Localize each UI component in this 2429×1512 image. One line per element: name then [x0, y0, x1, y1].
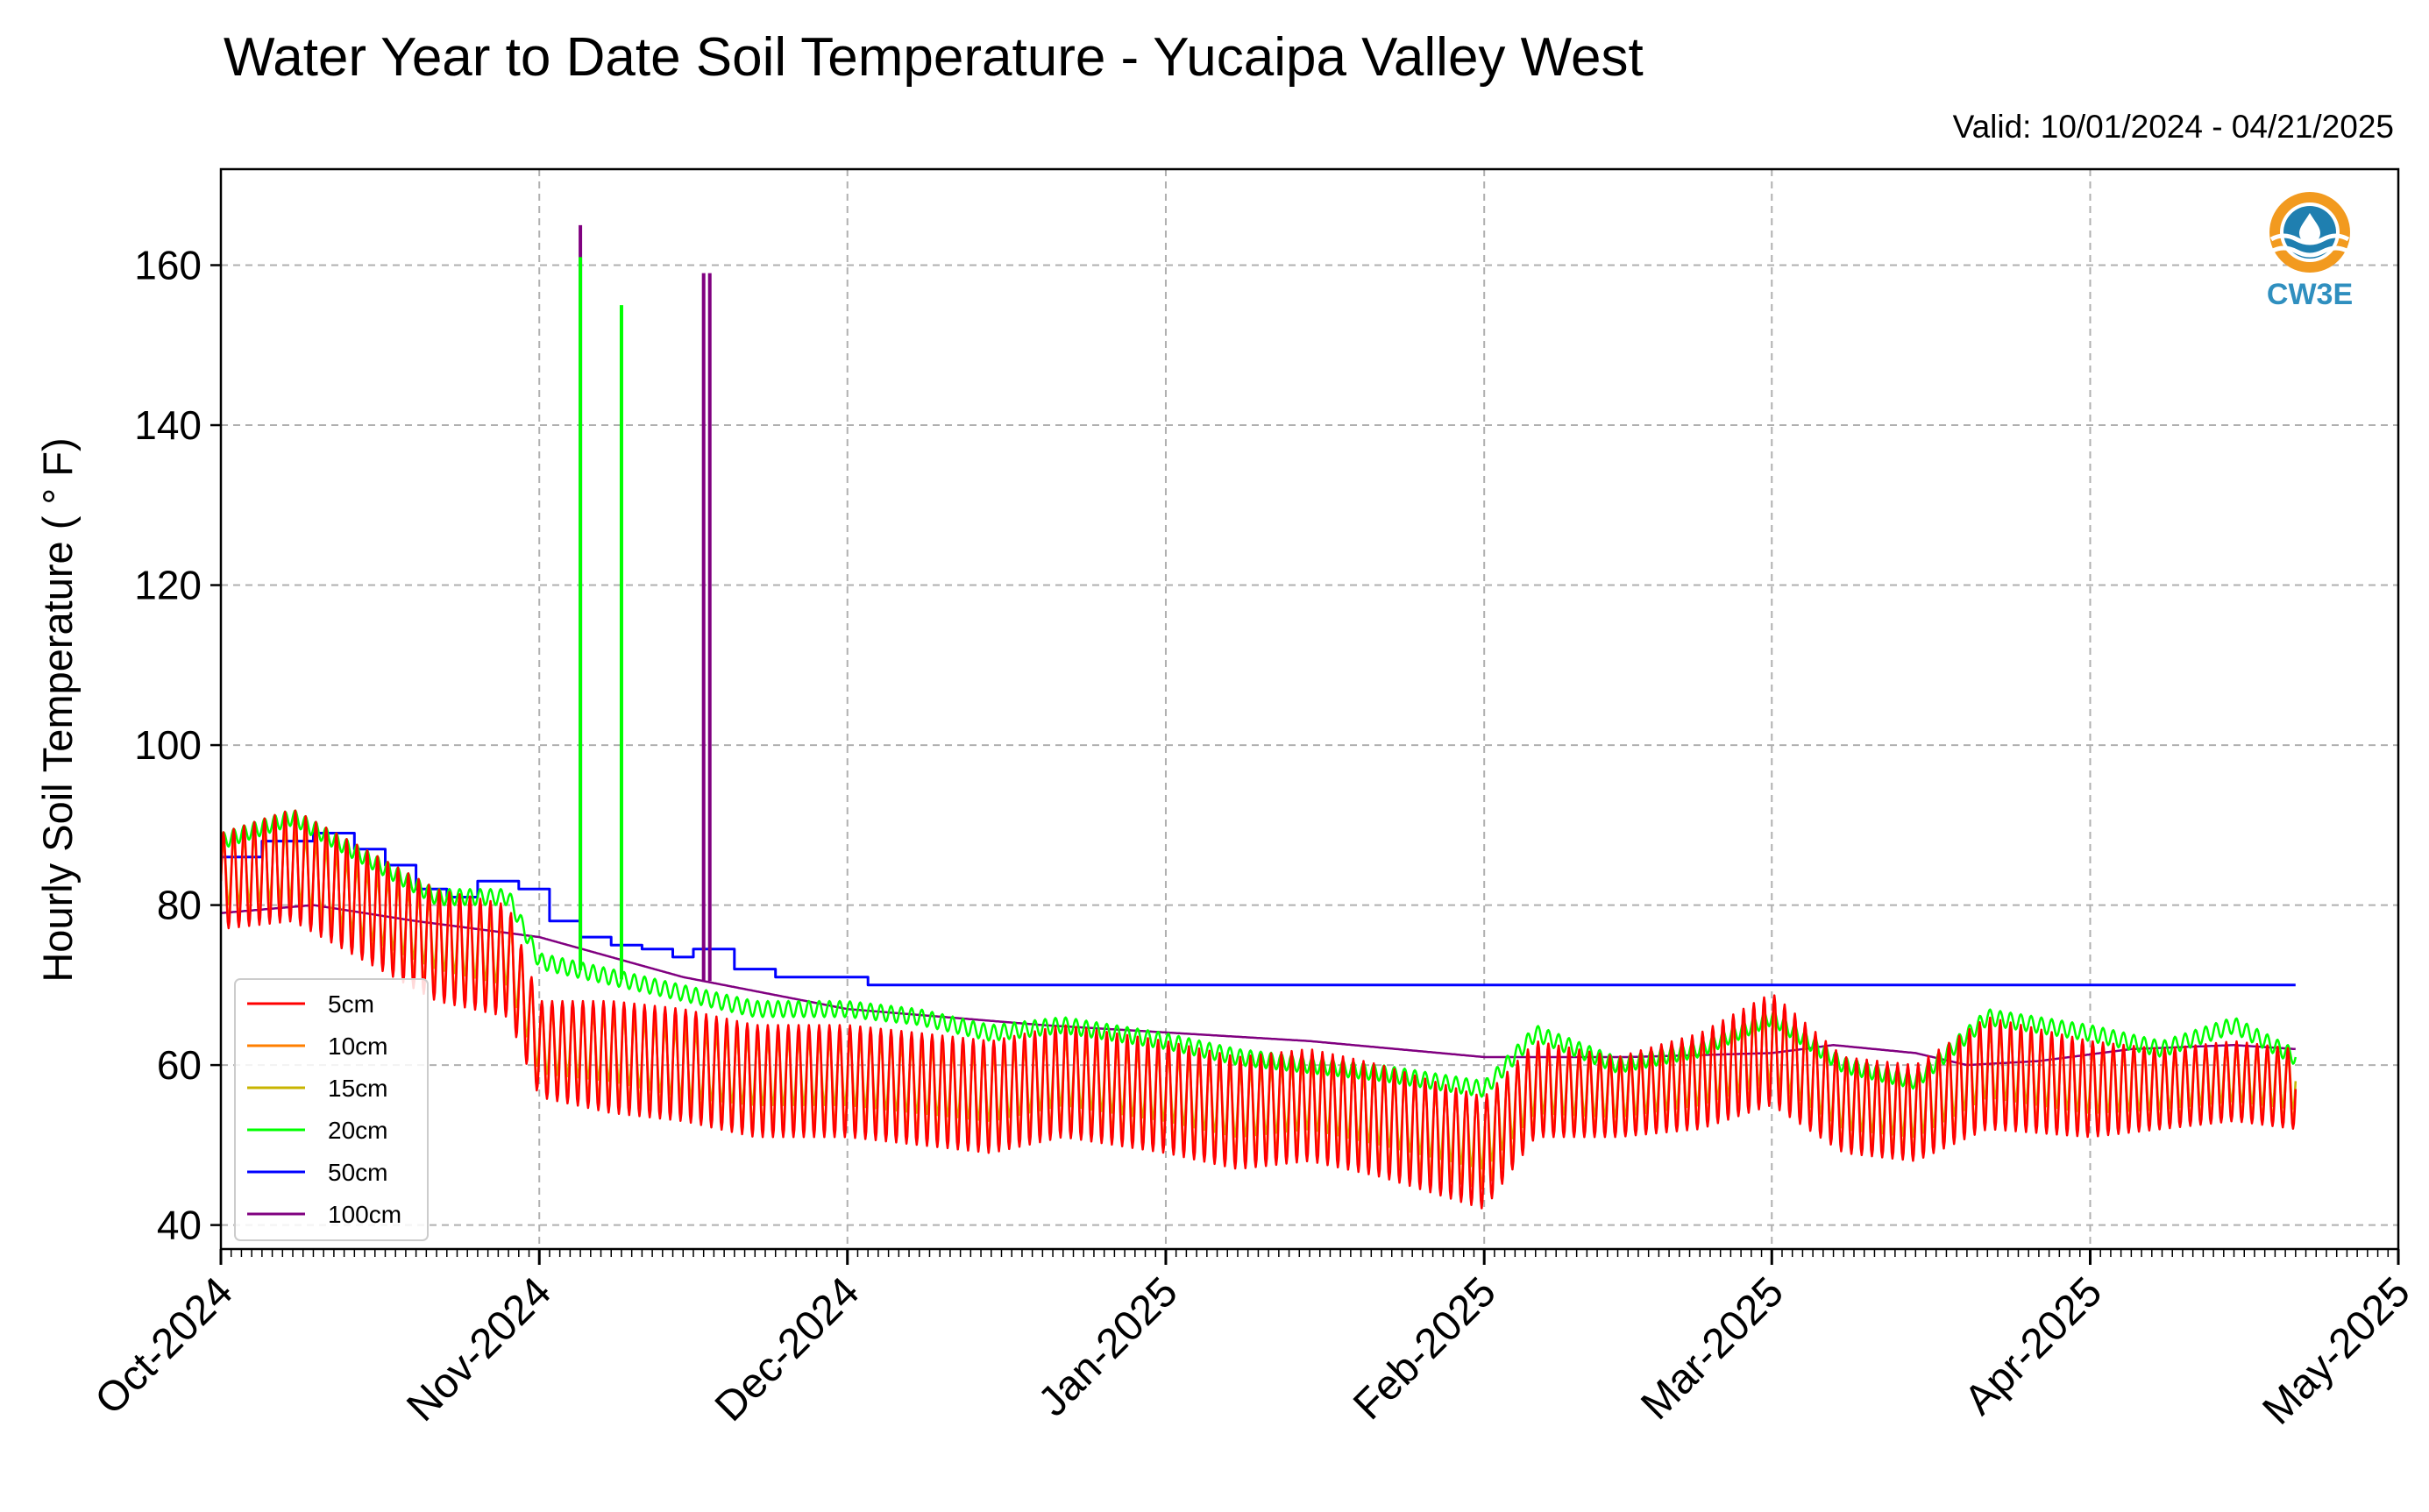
legend-label-20cm: 20cm — [328, 1117, 387, 1144]
series-group — [221, 224, 2298, 1210]
x-tick-label: Oct-2024 — [87, 1268, 242, 1423]
y-axis-label: Hourly Soil Temperature ( ° F) — [34, 437, 81, 982]
y-tick-label: 100 — [134, 722, 202, 768]
series-line-50cm — [221, 832, 2296, 987]
x-tick-label: Jan-2025 — [1030, 1268, 1187, 1425]
chart-title: Water Year to Date Soil Temperature - Yu… — [224, 27, 1644, 88]
x-tick-label: May-2025 — [2254, 1268, 2418, 1433]
cw3e-logo: CW3E — [2267, 192, 2353, 311]
series-line-20cm — [221, 809, 2298, 1098]
y-tick-label: 80 — [157, 883, 202, 928]
legend-label-10cm: 10cm — [328, 1033, 387, 1060]
logo-text: CW3E — [2267, 278, 2353, 311]
legend-label-5cm: 5cm — [328, 990, 374, 1018]
y-tick-label: 140 — [134, 402, 202, 448]
legend-label-50cm: 50cm — [328, 1159, 387, 1186]
y-tick-label: 160 — [134, 243, 202, 288]
water-drop-icon — [2299, 213, 2320, 244]
series-line-5cm — [221, 809, 2298, 1210]
x-tick-label: Apr-2025 — [1956, 1268, 2111, 1423]
axes: 40 60 80 100 120 140 160 Oct-2024 Nov-2024 Dec-20… — [87, 243, 2419, 1434]
x-tick-label: Dec-2024 — [707, 1268, 869, 1430]
x-tick-label: Feb-2025 — [1345, 1268, 1505, 1429]
y-tick-label: 60 — [157, 1042, 202, 1088]
valid-date-range: Valid: 10/01/2024 - 04/21/2025 — [1952, 109, 2394, 145]
logo-wave-2 — [2269, 245, 2350, 258]
legend: 5cm 10cm 15cm 20cm 50cm 100cm — [234, 978, 429, 1241]
y-tick-label: 120 — [134, 563, 202, 608]
x-tick-label: Mar-2025 — [1632, 1268, 1793, 1429]
x-tick-label: Nov-2024 — [398, 1268, 560, 1430]
legend-label-100cm: 100cm — [328, 1201, 401, 1228]
legend-label-15cm: 15cm — [328, 1075, 387, 1102]
y-tick-label: 40 — [157, 1203, 202, 1248]
